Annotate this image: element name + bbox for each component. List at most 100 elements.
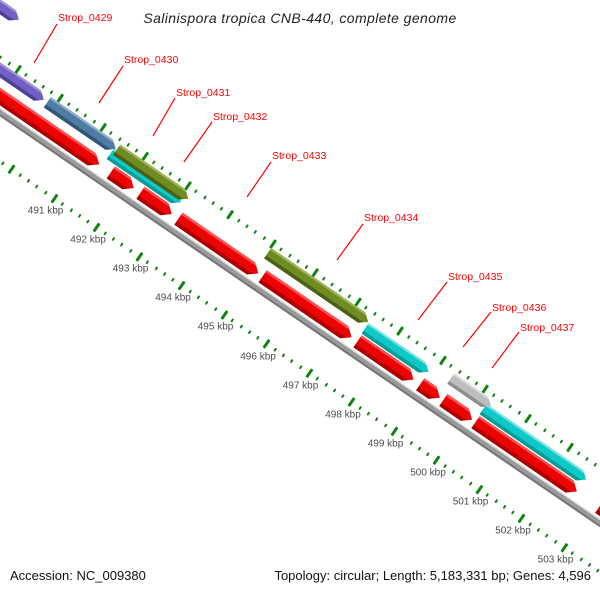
scale-label-503-kbp: 503 kbp bbox=[537, 554, 574, 566]
outer-ruler-tick bbox=[457, 369, 462, 374]
inner-ruler-tick bbox=[511, 510, 515, 515]
outer-ruler-tick bbox=[24, 73, 29, 78]
outer-ruler-tick bbox=[7, 61, 12, 66]
inner-ruler-tick bbox=[1, 161, 6, 166]
scale-label-499-kbp: 499 kbp bbox=[367, 438, 404, 450]
inner-ruler-tick bbox=[35, 184, 39, 189]
inner-ruler-tick bbox=[196, 295, 201, 300]
gene-label-strop_0435[interactable]: Strop_0435 bbox=[448, 271, 503, 283]
outer-ruler-tick bbox=[466, 375, 471, 380]
outer-ruler-tick bbox=[117, 137, 122, 142]
outer-ruler-tick bbox=[126, 142, 131, 147]
inner-ruler-tick bbox=[383, 423, 388, 428]
inner-ruler-tick bbox=[409, 440, 413, 445]
outer-ruler-tick bbox=[168, 172, 173, 177]
inner-ruler-tick bbox=[579, 557, 583, 562]
outer-ruler-tick bbox=[134, 148, 139, 153]
leader-line-strop_0436 bbox=[462, 311, 492, 348]
scale-label-491-kbp: 491 kbp bbox=[27, 205, 64, 217]
outer-ruler-tick bbox=[268, 238, 277, 250]
gene-label-strop_0432[interactable]: Strop_0432 bbox=[213, 111, 268, 123]
scale-label-497-kbp: 497 kbp bbox=[282, 380, 319, 392]
outer-ruler-tick bbox=[194, 189, 199, 194]
outer-ruler-tick bbox=[576, 451, 581, 456]
inner-ruler-tick bbox=[432, 455, 441, 466]
outer-ruler-tick bbox=[253, 230, 258, 235]
outer-ruler-tick bbox=[177, 177, 182, 182]
scale-label-500-kbp: 500 kbp bbox=[410, 467, 446, 479]
outer-ruler-tick bbox=[219, 206, 224, 211]
inner-ruler-tick bbox=[426, 452, 430, 457]
outer-ruler-tick bbox=[236, 218, 241, 223]
inner-ruler-tick bbox=[290, 359, 294, 364]
outer-ruler-tick bbox=[432, 352, 437, 357]
inner-ruler-tick bbox=[162, 272, 167, 277]
outer-ruler-tick bbox=[109, 131, 114, 136]
inner-ruler-tick bbox=[474, 484, 484, 495]
gene-label-strop_0429[interactable]: Strop_0429 bbox=[58, 12, 113, 24]
outer-ruler-tick bbox=[304, 265, 309, 270]
outer-ruler-tick bbox=[449, 364, 454, 369]
inner-ruler-tick bbox=[120, 242, 124, 248]
inner-ruler-tick bbox=[389, 426, 399, 437]
inner-ruler-tick bbox=[347, 396, 356, 408]
outer-ruler-tick bbox=[551, 433, 556, 438]
outer-ruler-tick bbox=[41, 84, 46, 89]
gene-label-strop_0433[interactable]: Strop_0433 bbox=[272, 150, 327, 162]
inner-ruler-tick bbox=[128, 248, 133, 253]
outer-ruler-tick bbox=[287, 253, 292, 258]
outer-ruler-tick bbox=[49, 90, 54, 95]
outer-ruler-tick bbox=[75, 108, 80, 113]
inner-ruler-tick bbox=[7, 164, 16, 175]
scale-label-501-kbp: 501 kbp bbox=[452, 496, 489, 508]
gene-arrow-strop_0433[interactable] bbox=[174, 213, 263, 280]
outer-ruler-tick bbox=[92, 119, 97, 124]
leader-line-strop_0434 bbox=[336, 223, 364, 261]
inner-ruler-tick bbox=[281, 353, 286, 358]
gene-label-strop_0430[interactable]: Strop_0430 bbox=[124, 54, 179, 66]
inner-ruler-tick bbox=[18, 173, 23, 178]
inner-ruler-tick bbox=[553, 539, 558, 544]
inner-ruler-tick bbox=[111, 237, 116, 242]
gene-label-strop_0436[interactable]: Strop_0436 bbox=[492, 302, 547, 314]
gene-label-strop_0437[interactable]: Strop_0437 bbox=[520, 322, 575, 334]
outer-ruler-tick bbox=[406, 334, 411, 339]
gene-label-strop_0434[interactable]: Strop_0434 bbox=[364, 212, 419, 224]
inner-ruler-tick bbox=[304, 367, 314, 379]
inner-ruler-tick bbox=[298, 365, 303, 370]
scale-label-492-kbp: 492 kbp bbox=[70, 234, 106, 246]
outer-ruler-tick bbox=[279, 247, 284, 252]
outer-ruler-tick bbox=[566, 442, 575, 453]
leader-line-strop_0433 bbox=[246, 161, 272, 198]
inner-ruler-tick bbox=[154, 266, 158, 271]
leader-line-strop_0429 bbox=[33, 23, 58, 64]
inner-ruler-tick bbox=[324, 382, 328, 387]
outer-ruler-tick bbox=[364, 305, 369, 310]
inner-ruler-tick bbox=[596, 568, 600, 573]
outer-ruler-tick bbox=[321, 276, 326, 281]
outer-ruler-tick bbox=[245, 224, 250, 229]
inner-ruler-tick bbox=[502, 504, 507, 509]
inner-ruler-tick bbox=[451, 469, 456, 474]
scale-label-495-kbp: 495 kbp bbox=[197, 321, 234, 333]
inner-ruler-tick bbox=[517, 513, 526, 524]
inner-ruler-tick bbox=[26, 178, 31, 183]
inner-ruler-tick bbox=[134, 251, 144, 262]
outer-ruler-tick bbox=[474, 381, 479, 386]
inner-ruler-tick bbox=[536, 528, 541, 533]
outer-ruler-tick bbox=[593, 462, 598, 468]
leader-line-strop_0435 bbox=[417, 281, 448, 321]
scale-label-493-kbp: 493 kbp bbox=[112, 263, 149, 275]
accession-text: Accession: NC_009380 bbox=[10, 568, 146, 583]
outer-ruler-tick bbox=[523, 413, 532, 424]
inner-ruler-tick bbox=[213, 306, 218, 312]
gene-arrow-strop_0429[interactable] bbox=[0, 7, 48, 106]
inner-ruler-tick bbox=[219, 309, 229, 321]
inner-ruler-tick bbox=[341, 394, 345, 399]
gene-arrow-outer-ring-fragment[interactable] bbox=[0, 0, 22, 25]
gene-label-strop_0431[interactable]: Strop_0431 bbox=[176, 87, 231, 99]
inner-ruler-tick bbox=[545, 533, 549, 538]
inner-ruler-tick bbox=[494, 499, 498, 504]
outer-ruler-tick bbox=[559, 439, 564, 444]
